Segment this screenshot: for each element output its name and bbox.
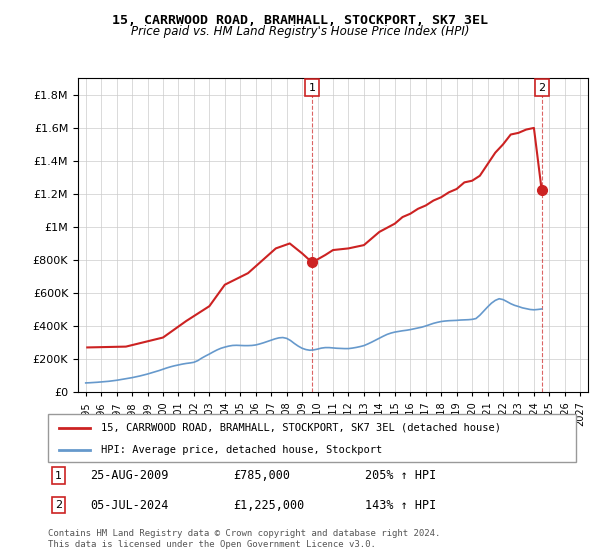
Text: 25-AUG-2009: 25-AUG-2009	[90, 469, 169, 482]
Text: HPI: Average price, detached house, Stockport: HPI: Average price, detached house, Stoc…	[101, 445, 382, 455]
Text: 1: 1	[55, 470, 62, 480]
Text: 2: 2	[538, 83, 545, 93]
Text: Price paid vs. HM Land Registry's House Price Index (HPI): Price paid vs. HM Land Registry's House …	[131, 25, 469, 38]
Text: Contains HM Land Registry data © Crown copyright and database right 2024.
This d: Contains HM Land Registry data © Crown c…	[48, 529, 440, 549]
Text: 205% ↑ HPI: 205% ↑ HPI	[365, 469, 436, 482]
Text: 1: 1	[308, 83, 316, 93]
Text: £1,225,000: £1,225,000	[233, 498, 304, 512]
Text: 2: 2	[55, 500, 62, 510]
FancyBboxPatch shape	[48, 414, 576, 462]
Text: 15, CARRWOOD ROAD, BRAMHALL, STOCKPORT, SK7 3EL: 15, CARRWOOD ROAD, BRAMHALL, STOCKPORT, …	[112, 14, 488, 27]
Text: 05-JUL-2024: 05-JUL-2024	[90, 498, 169, 512]
Text: 15, CARRWOOD ROAD, BRAMHALL, STOCKPORT, SK7 3EL (detached house): 15, CARRWOOD ROAD, BRAMHALL, STOCKPORT, …	[101, 423, 501, 433]
Text: 143% ↑ HPI: 143% ↑ HPI	[365, 498, 436, 512]
Text: £785,000: £785,000	[233, 469, 290, 482]
